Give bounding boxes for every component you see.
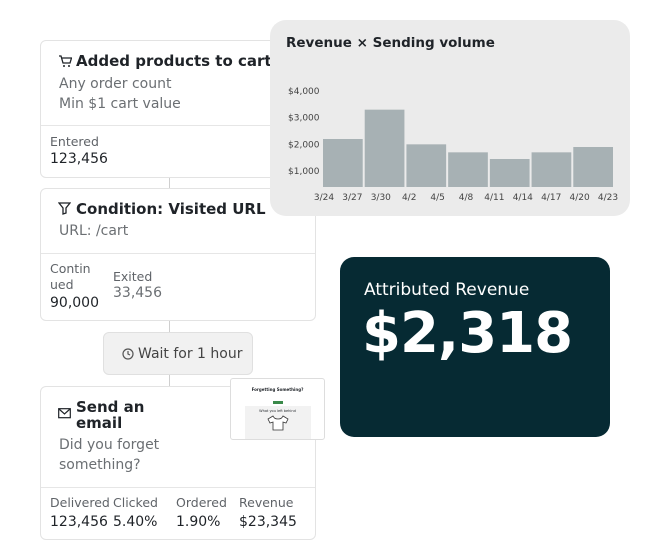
bar (573, 147, 613, 187)
stat-value: 33,456 (113, 285, 162, 301)
email-preview[interactable]: Forgetting Something? What you left behi… (230, 378, 325, 440)
y-tick-label: $2,000 (288, 140, 320, 150)
stat-label: Entered (50, 134, 99, 149)
preview-heading: Forgetting Something? (251, 387, 304, 392)
divider (41, 487, 315, 488)
line: URL: /cart (59, 223, 129, 239)
chart-card: Revenue × Sending volume $1,000 $2,000 $3,… (270, 20, 630, 216)
bar (406, 144, 447, 187)
bar (531, 152, 572, 187)
x-tick-label: 4/23 (598, 193, 618, 203)
wait-step[interactable]: Wait for 1 hour (103, 332, 253, 375)
line: Any order count (59, 76, 172, 92)
wait-label: Wait for 1 hour (138, 346, 243, 362)
shirt-icon (267, 415, 289, 431)
chart: Revenue × Sending volume $1,000 $2,000 $3,… (286, 35, 618, 203)
preview-subheading: What you left behind (259, 409, 296, 413)
stat-value: 1.90% (176, 514, 221, 530)
x-tick-label: 4/2 (402, 193, 416, 203)
stat-value: 123,456 (50, 514, 108, 530)
y-tick-label: $1,000 (288, 167, 320, 177)
title: Condition: Visited URL (76, 200, 266, 218)
stat-label: Delivered (50, 495, 110, 510)
stat-label: Contin ued (50, 261, 91, 292)
x-tick-label: 4/5 (430, 193, 444, 203)
stat-value: 90,000 (50, 295, 99, 311)
connector (169, 178, 170, 188)
divider (41, 253, 315, 254)
stat-label: Revenue (239, 495, 294, 510)
mail-icon (58, 408, 71, 419)
revenue-value: $2,318 (362, 301, 573, 366)
title: Added products to cart (76, 52, 272, 70)
clock-icon (122, 348, 134, 360)
line: Min $1 cart value (59, 96, 181, 112)
title: Send an email (76, 398, 145, 432)
bar (364, 109, 405, 187)
connector (169, 321, 170, 332)
bar (448, 152, 488, 187)
bar (489, 159, 530, 187)
chart-title: Revenue × Sending volume (286, 35, 495, 51)
x-tick-label: 3/27 (342, 193, 362, 203)
stat-label: Exited (113, 269, 153, 284)
x-tick-label: 4/14 (513, 193, 533, 203)
stat-value: 5.40% (113, 514, 158, 530)
preview-button (273, 401, 283, 404)
revenue-label: Attributed Revenue (364, 280, 530, 300)
x-tick-label: 4/11 (484, 193, 504, 203)
connector (169, 375, 170, 386)
x-tick-label: 4/17 (541, 193, 561, 203)
filter-icon (58, 202, 71, 215)
x-tick-label: 3/30 (371, 193, 391, 203)
y-tick-label: $4,000 (288, 87, 320, 97)
line: Did you forget something? (59, 437, 160, 473)
x-tick-label: 4/20 (569, 193, 589, 203)
x-tick-label: 3/24 (314, 193, 334, 203)
cart-icon (59, 55, 72, 67)
stat-label: Ordered (176, 495, 227, 510)
bar (323, 139, 363, 187)
divider (41, 125, 315, 126)
y-tick-label: $3,000 (288, 114, 320, 124)
stat-label: Clicked (113, 495, 158, 510)
x-tick-label: 4/8 (459, 193, 474, 203)
stat-value: 123,456 (50, 151, 108, 167)
stat-value: $23,345 (239, 514, 297, 530)
revenue-card: Attributed Revenue $2,318 (340, 257, 610, 437)
condition-card[interactable]: Condition: Visited URL URL: /cart Contin… (40, 188, 316, 321)
